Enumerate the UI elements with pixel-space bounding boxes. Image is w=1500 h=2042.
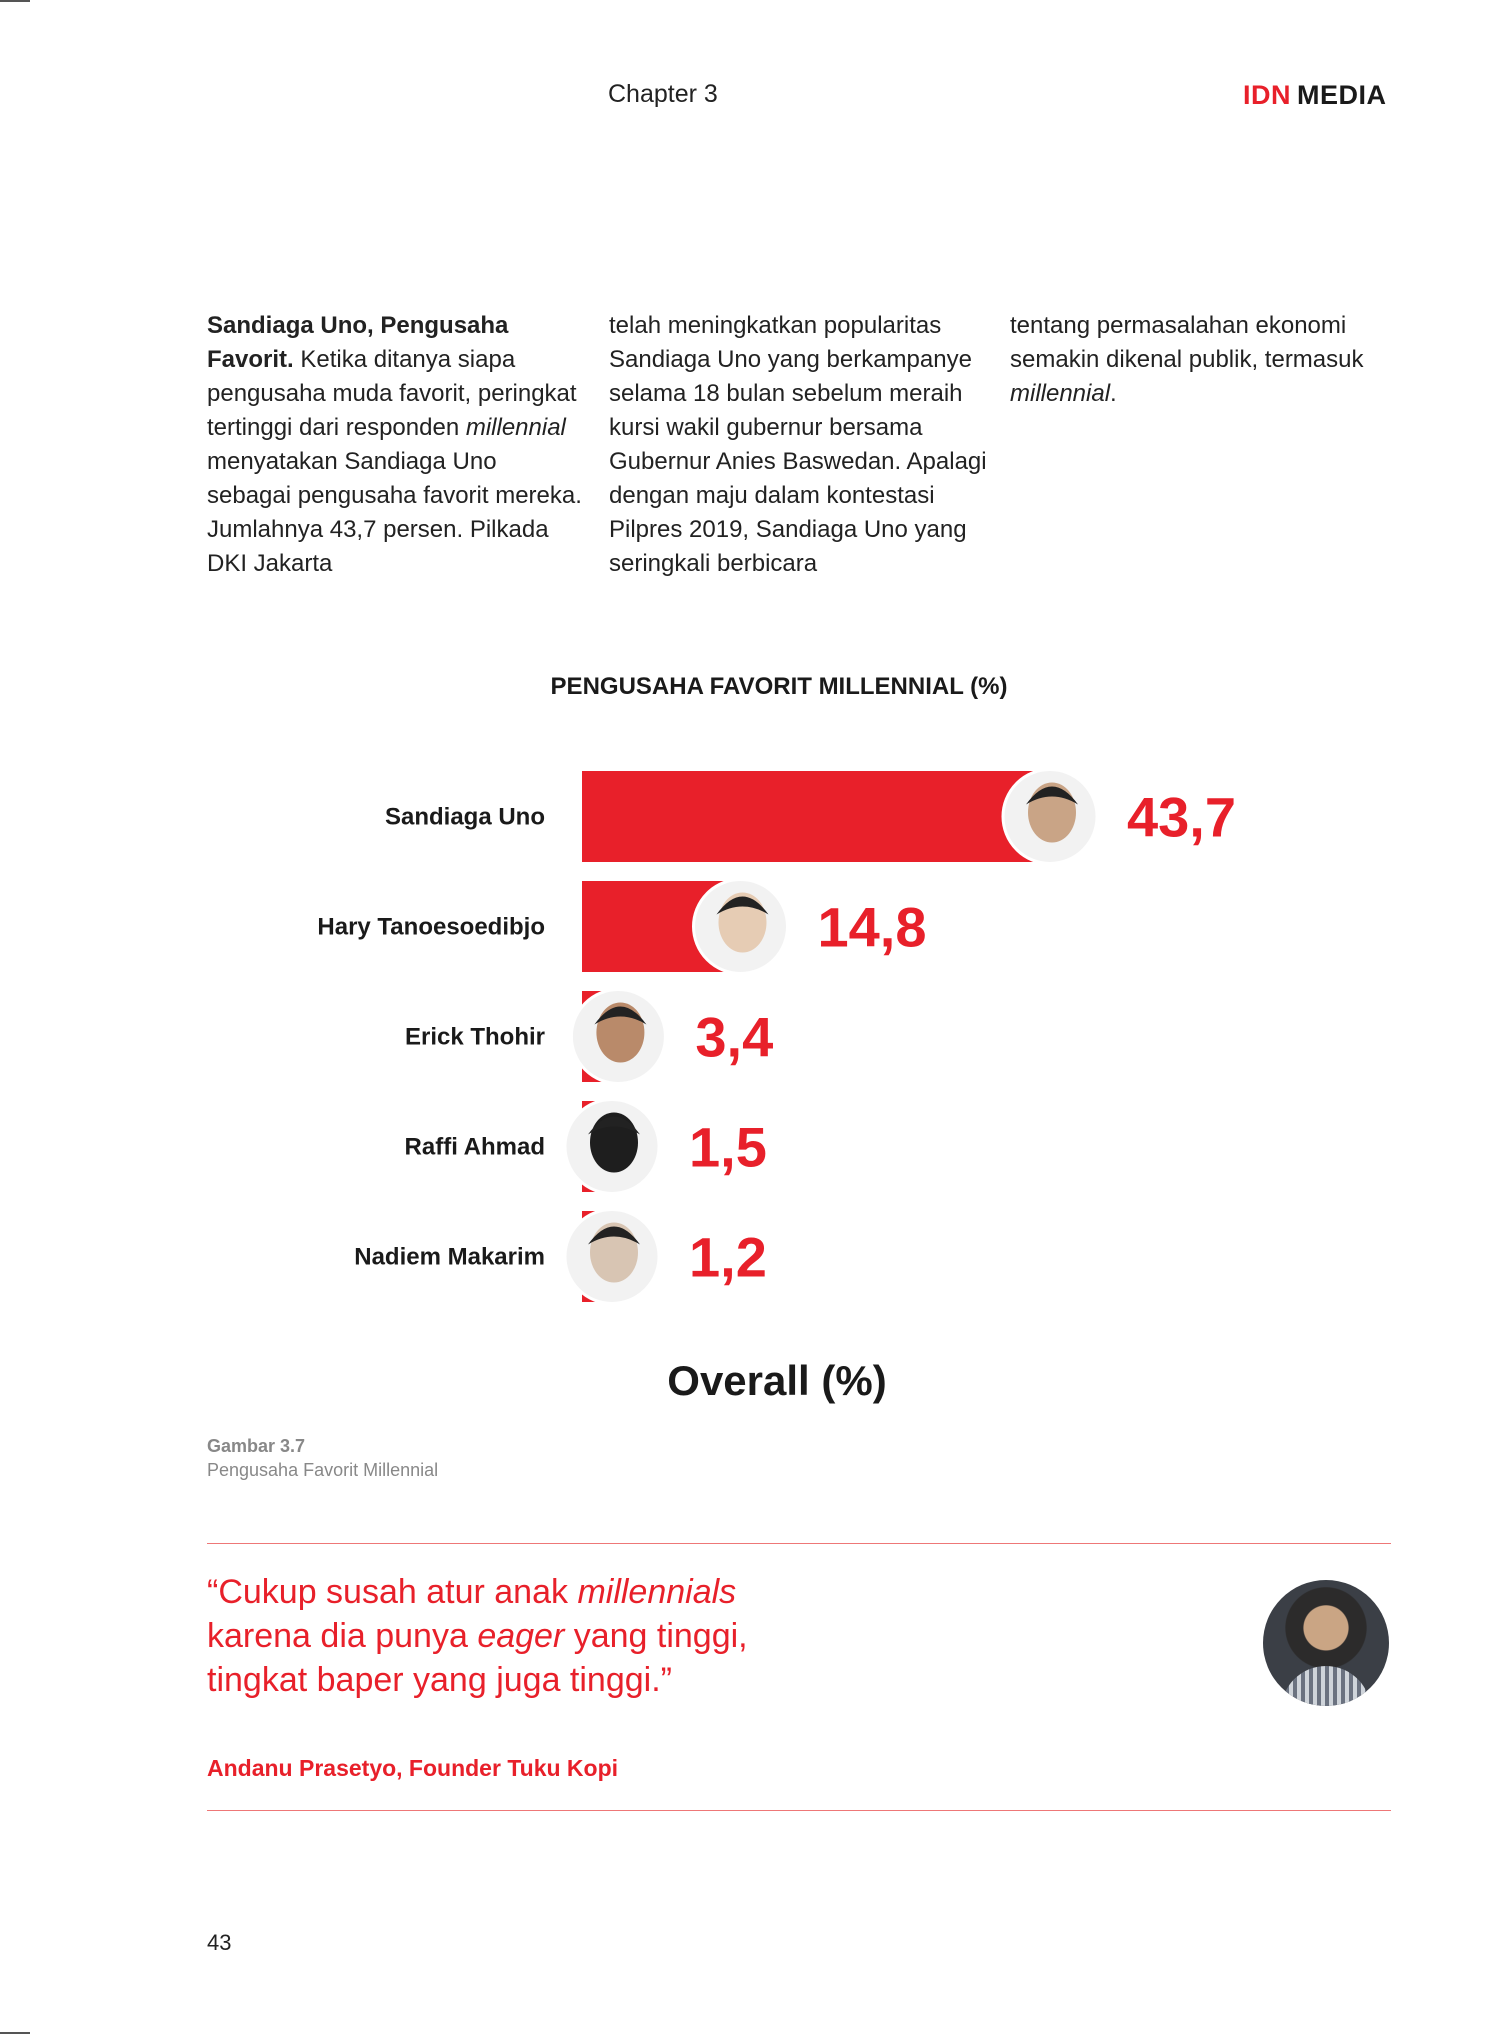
quote-author: Andanu Prasetyo, Founder Tuku Kopi: [207, 1755, 619, 1781]
text-column-3: tentang permasalahan ekonomi semakin dik…: [1010, 309, 1390, 411]
bar-category-label: Sandiaga Uno: [385, 804, 545, 831]
person-hair: [588, 1226, 640, 1245]
paragraph-text: tentang permasalahan ekonomi semakin dik…: [1010, 312, 1364, 373]
author-avatar: [1263, 1580, 1389, 1706]
italic-term: millennial: [465, 414, 566, 441]
italic-term: millennial: [1010, 380, 1111, 407]
chart-axis-label: Overall (%): [0, 1357, 1500, 1405]
bar: [582, 771, 1050, 862]
person-hair: [594, 1006, 647, 1025]
quote-text: “Cukup susah atur anak: [207, 1573, 578, 1611]
logo-brand: IDN: [1243, 80, 1291, 110]
divider-top: [207, 1543, 1391, 1544]
figure-caption: Pengusaha Favorit Millennial: [207, 1460, 439, 1480]
person-hair: [588, 1116, 640, 1135]
quote-line-1: “Cukup susah atur anak millennials: [207, 1570, 748, 1614]
divider-bottom: [207, 1810, 1391, 1811]
text-column-2: telah meningkatkan popularitas Sandiaga …: [609, 312, 987, 577]
figure-label: Gambar 3.7: [207, 1436, 306, 1456]
quote-italic: millennials: [577, 1573, 737, 1611]
bar-category-label: Erick Thohir: [405, 1024, 545, 1051]
bar-category-label: Hary Tanoesoedibjo: [317, 914, 545, 941]
bar-value-label: 14,8: [817, 896, 926, 959]
quote-text: yang tinggi,: [564, 1617, 748, 1655]
text-column-1: Sandiaga Uno, Pengusaha Favorit. Ketika …: [207, 309, 587, 581]
pull-quote: “Cukup susah atur anak millennials karen…: [207, 1570, 748, 1702]
chart-title-text: PENGUSAHA FAVORIT MILLENNIAL (%): [550, 673, 1008, 700]
paragraph-text: Ketika ditanya siapa pengusaha muda favo…: [207, 346, 577, 441]
crop-mark-bottom: [0, 2032, 30, 2034]
idn-media-logo: IDN MEDIA: [1243, 80, 1387, 111]
logo-suffix: MEDIA: [1297, 80, 1387, 110]
bar-value-label: 3,4: [695, 1006, 773, 1069]
bar-value-label: 1,2: [689, 1226, 767, 1289]
chapter-label: Chapter 3: [608, 80, 718, 108]
person-hair: [1026, 786, 1078, 805]
person-hair: [716, 896, 769, 915]
lead-heading: Sandiaga Uno, Pengusaha Favorit.: [207, 312, 509, 373]
bar-category-label: Raffi Ahmad: [405, 1134, 545, 1161]
paragraph-text: .: [1110, 380, 1117, 407]
page-number: 43: [207, 1930, 232, 1955]
quote-text: karena dia punya: [207, 1617, 478, 1655]
quote-line-3: tingkat baper yang juga tinggi.”: [207, 1661, 672, 1699]
quote-italic: eager: [477, 1617, 565, 1655]
bar-value-label: 43,7: [1127, 786, 1236, 849]
chart-title: PENGUSAHA FAVORIT MILLENNIAL (%): [0, 673, 1500, 701]
bar-value-label: 1,5: [689, 1116, 767, 1179]
bar-category-label: Nadiem Makarim: [354, 1244, 545, 1271]
crop-mark-top: [0, 0, 30, 2]
quote-line-2: karena dia punya eager yang tinggi,: [207, 1614, 748, 1658]
axis-label-text: Overall (%): [667, 1357, 887, 1404]
paragraph-text: menyatakan Sandiaga Uno sebagai pengusah…: [207, 448, 582, 577]
